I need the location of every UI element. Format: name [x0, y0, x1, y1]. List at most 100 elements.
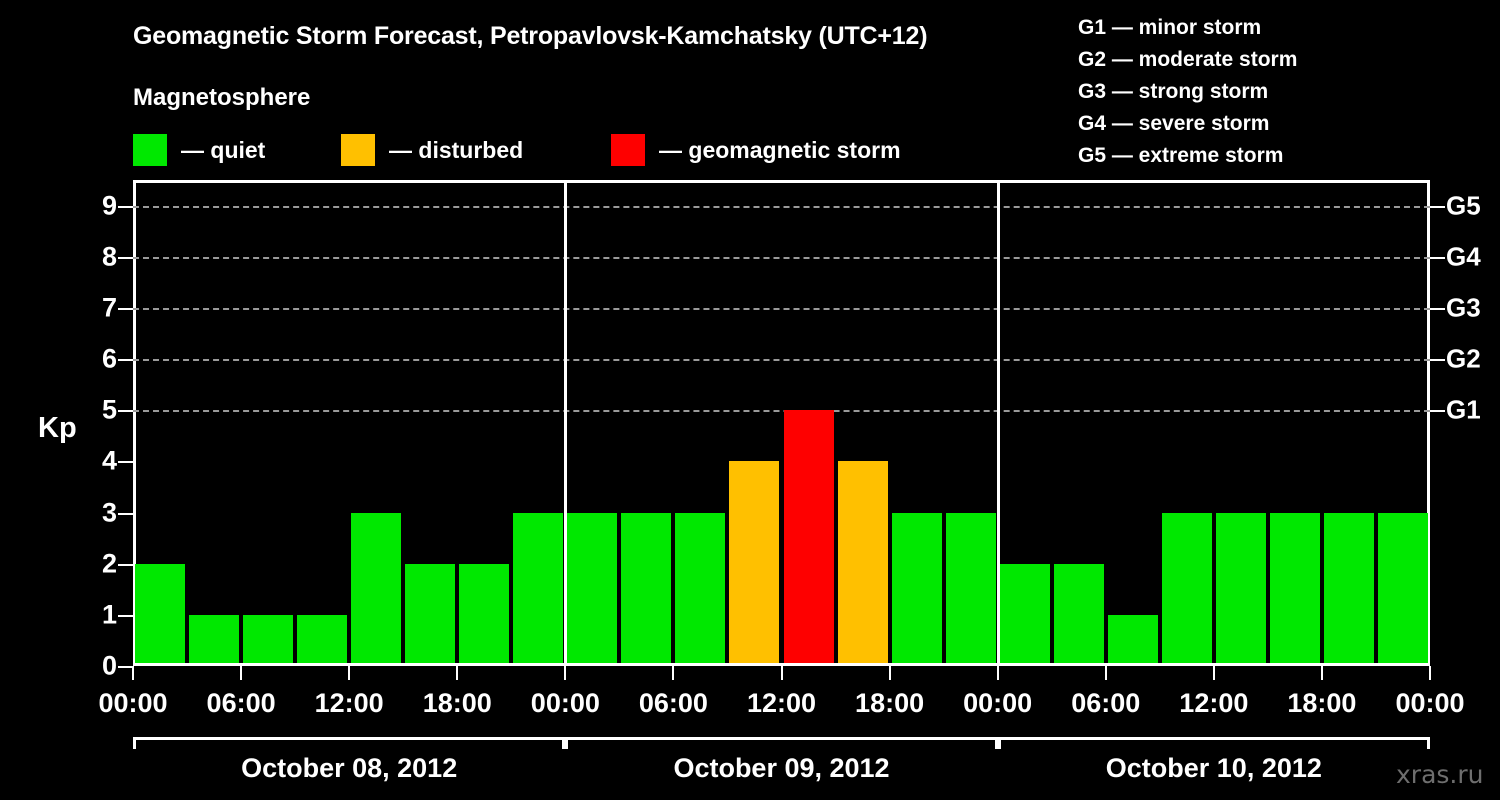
kp-bar	[351, 512, 402, 666]
kp-bar	[783, 410, 834, 666]
y-tick-mark	[118, 512, 133, 515]
kp-bar	[1269, 512, 1320, 666]
x-tick-label: 00:00	[1395, 688, 1465, 718]
legend-item-label: — geomagnetic storm	[659, 136, 901, 163]
x-tick-label: 12:00	[1179, 688, 1249, 718]
g-tick-label: G1	[1446, 394, 1481, 425]
y-tick-label: 2	[101, 548, 117, 579]
day-separator	[996, 180, 1000, 666]
g-tick-label: G5	[1446, 190, 1481, 221]
y-tick-mark	[118, 563, 133, 566]
legend-item: — quiet	[133, 133, 265, 167]
legend-color-swatch	[341, 134, 375, 166]
x-tick-mark	[564, 666, 567, 680]
x-tick-label: 18:00	[422, 688, 492, 718]
y-tick-mark	[118, 666, 133, 668]
x-tick-label: 06:00	[1071, 688, 1141, 718]
kp-bar	[1323, 512, 1374, 666]
g-tick-label: G4	[1446, 241, 1481, 272]
kp-bar	[837, 461, 888, 666]
y-tick-mark	[118, 359, 133, 362]
x-tick-mark	[672, 666, 675, 680]
g-tick-label: G3	[1446, 292, 1481, 323]
g-tick-mark	[1430, 359, 1445, 362]
y-tick-label: 3	[101, 497, 117, 528]
g-tick-mark	[1430, 410, 1445, 413]
kp-bar	[189, 614, 240, 666]
kp-bar	[1161, 512, 1212, 666]
y-tick-label: 9	[101, 190, 117, 221]
legend-item: — geomagnetic storm	[611, 133, 901, 167]
x-tick-label: 00:00	[98, 688, 168, 718]
day-separator	[564, 180, 568, 666]
x-tick-mark	[240, 666, 243, 680]
gscale-legend-item: G4 — severe storm	[1078, 112, 1270, 135]
x-tick-mark	[1429, 666, 1431, 680]
g-tick-mark	[1430, 205, 1445, 208]
y-tick-label: 6	[101, 343, 117, 374]
legend-item-label: — disturbed	[389, 136, 524, 163]
kp-bar	[513, 512, 564, 666]
gscale-legend-item: G1 — minor storm	[1078, 16, 1262, 39]
kp-bar	[891, 512, 942, 666]
kp-bar	[945, 512, 996, 666]
y-tick-label: 0	[101, 650, 117, 681]
y-tick-mark	[118, 307, 133, 310]
x-tick-mark	[888, 666, 891, 680]
day-date-label: October 09, 2012	[673, 753, 890, 783]
y-tick-mark	[118, 614, 133, 617]
x-tick-mark	[348, 666, 351, 680]
x-tick-label: 12:00	[314, 688, 384, 718]
plot-frame	[133, 180, 1430, 666]
x-tick-mark	[1104, 666, 1107, 680]
kp-bar	[621, 512, 672, 666]
x-tick-label: 06:00	[638, 688, 708, 718]
y-tick-mark	[118, 410, 133, 413]
y-axis-title: Kp	[38, 412, 77, 444]
y-tick-label: 5	[101, 394, 117, 425]
legend-color-swatch	[611, 134, 645, 166]
kp-bar	[567, 512, 618, 666]
x-tick-label: 00:00	[963, 688, 1033, 718]
gscale-legend-item: G2 — moderate storm	[1078, 48, 1298, 71]
y-tick-label: 4	[101, 445, 117, 476]
kp-bar	[1053, 563, 1104, 666]
x-tick-label: 06:00	[206, 688, 276, 718]
legend-item-label: — quiet	[181, 136, 266, 163]
x-tick-mark	[996, 666, 999, 680]
kp-bar	[135, 563, 186, 666]
x-tick-mark	[1212, 666, 1215, 680]
x-tick-mark	[456, 666, 459, 680]
gscale-legend: G1 — minor storm G2 — moderate storm G3 — …	[1078, 12, 1498, 172]
day-bracket	[565, 737, 998, 749]
gridline	[133, 205, 1430, 208]
legend-item: — disturbed	[341, 133, 523, 167]
x-tick-label: 12:00	[746, 688, 817, 718]
page-title: Geomagnetic Storm Forecast, Petropavlovs…	[133, 22, 928, 50]
kp-bar	[999, 563, 1050, 666]
x-tick-label: 18:00	[855, 688, 925, 718]
legend-color-swatch	[133, 134, 167, 166]
x-tick-mark	[132, 666, 134, 680]
kp-bar	[297, 614, 348, 666]
kp-bar	[405, 563, 456, 666]
kp-bar	[675, 512, 726, 666]
kp-bar	[1377, 512, 1428, 666]
x-tick-label: 00:00	[530, 688, 600, 718]
gscale-legend-item: G5 — extreme storm	[1078, 144, 1284, 167]
legend-title: Magnetosphere	[133, 84, 311, 111]
y-tick-mark	[118, 205, 133, 208]
gridline	[133, 307, 1430, 310]
day-bracket	[133, 737, 566, 749]
kp-bar	[729, 461, 780, 666]
kp-bar	[243, 614, 294, 666]
y-tick-label: 7	[101, 292, 117, 323]
gridline	[133, 256, 1430, 259]
g-tick-mark	[1430, 256, 1445, 259]
watermark: xras.ru	[1396, 760, 1484, 789]
x-axis-baseline	[133, 663, 1430, 666]
y-tick-label: 1	[101, 599, 117, 630]
x-tick-mark	[1320, 666, 1323, 680]
g-tick-label: G2	[1446, 343, 1481, 374]
